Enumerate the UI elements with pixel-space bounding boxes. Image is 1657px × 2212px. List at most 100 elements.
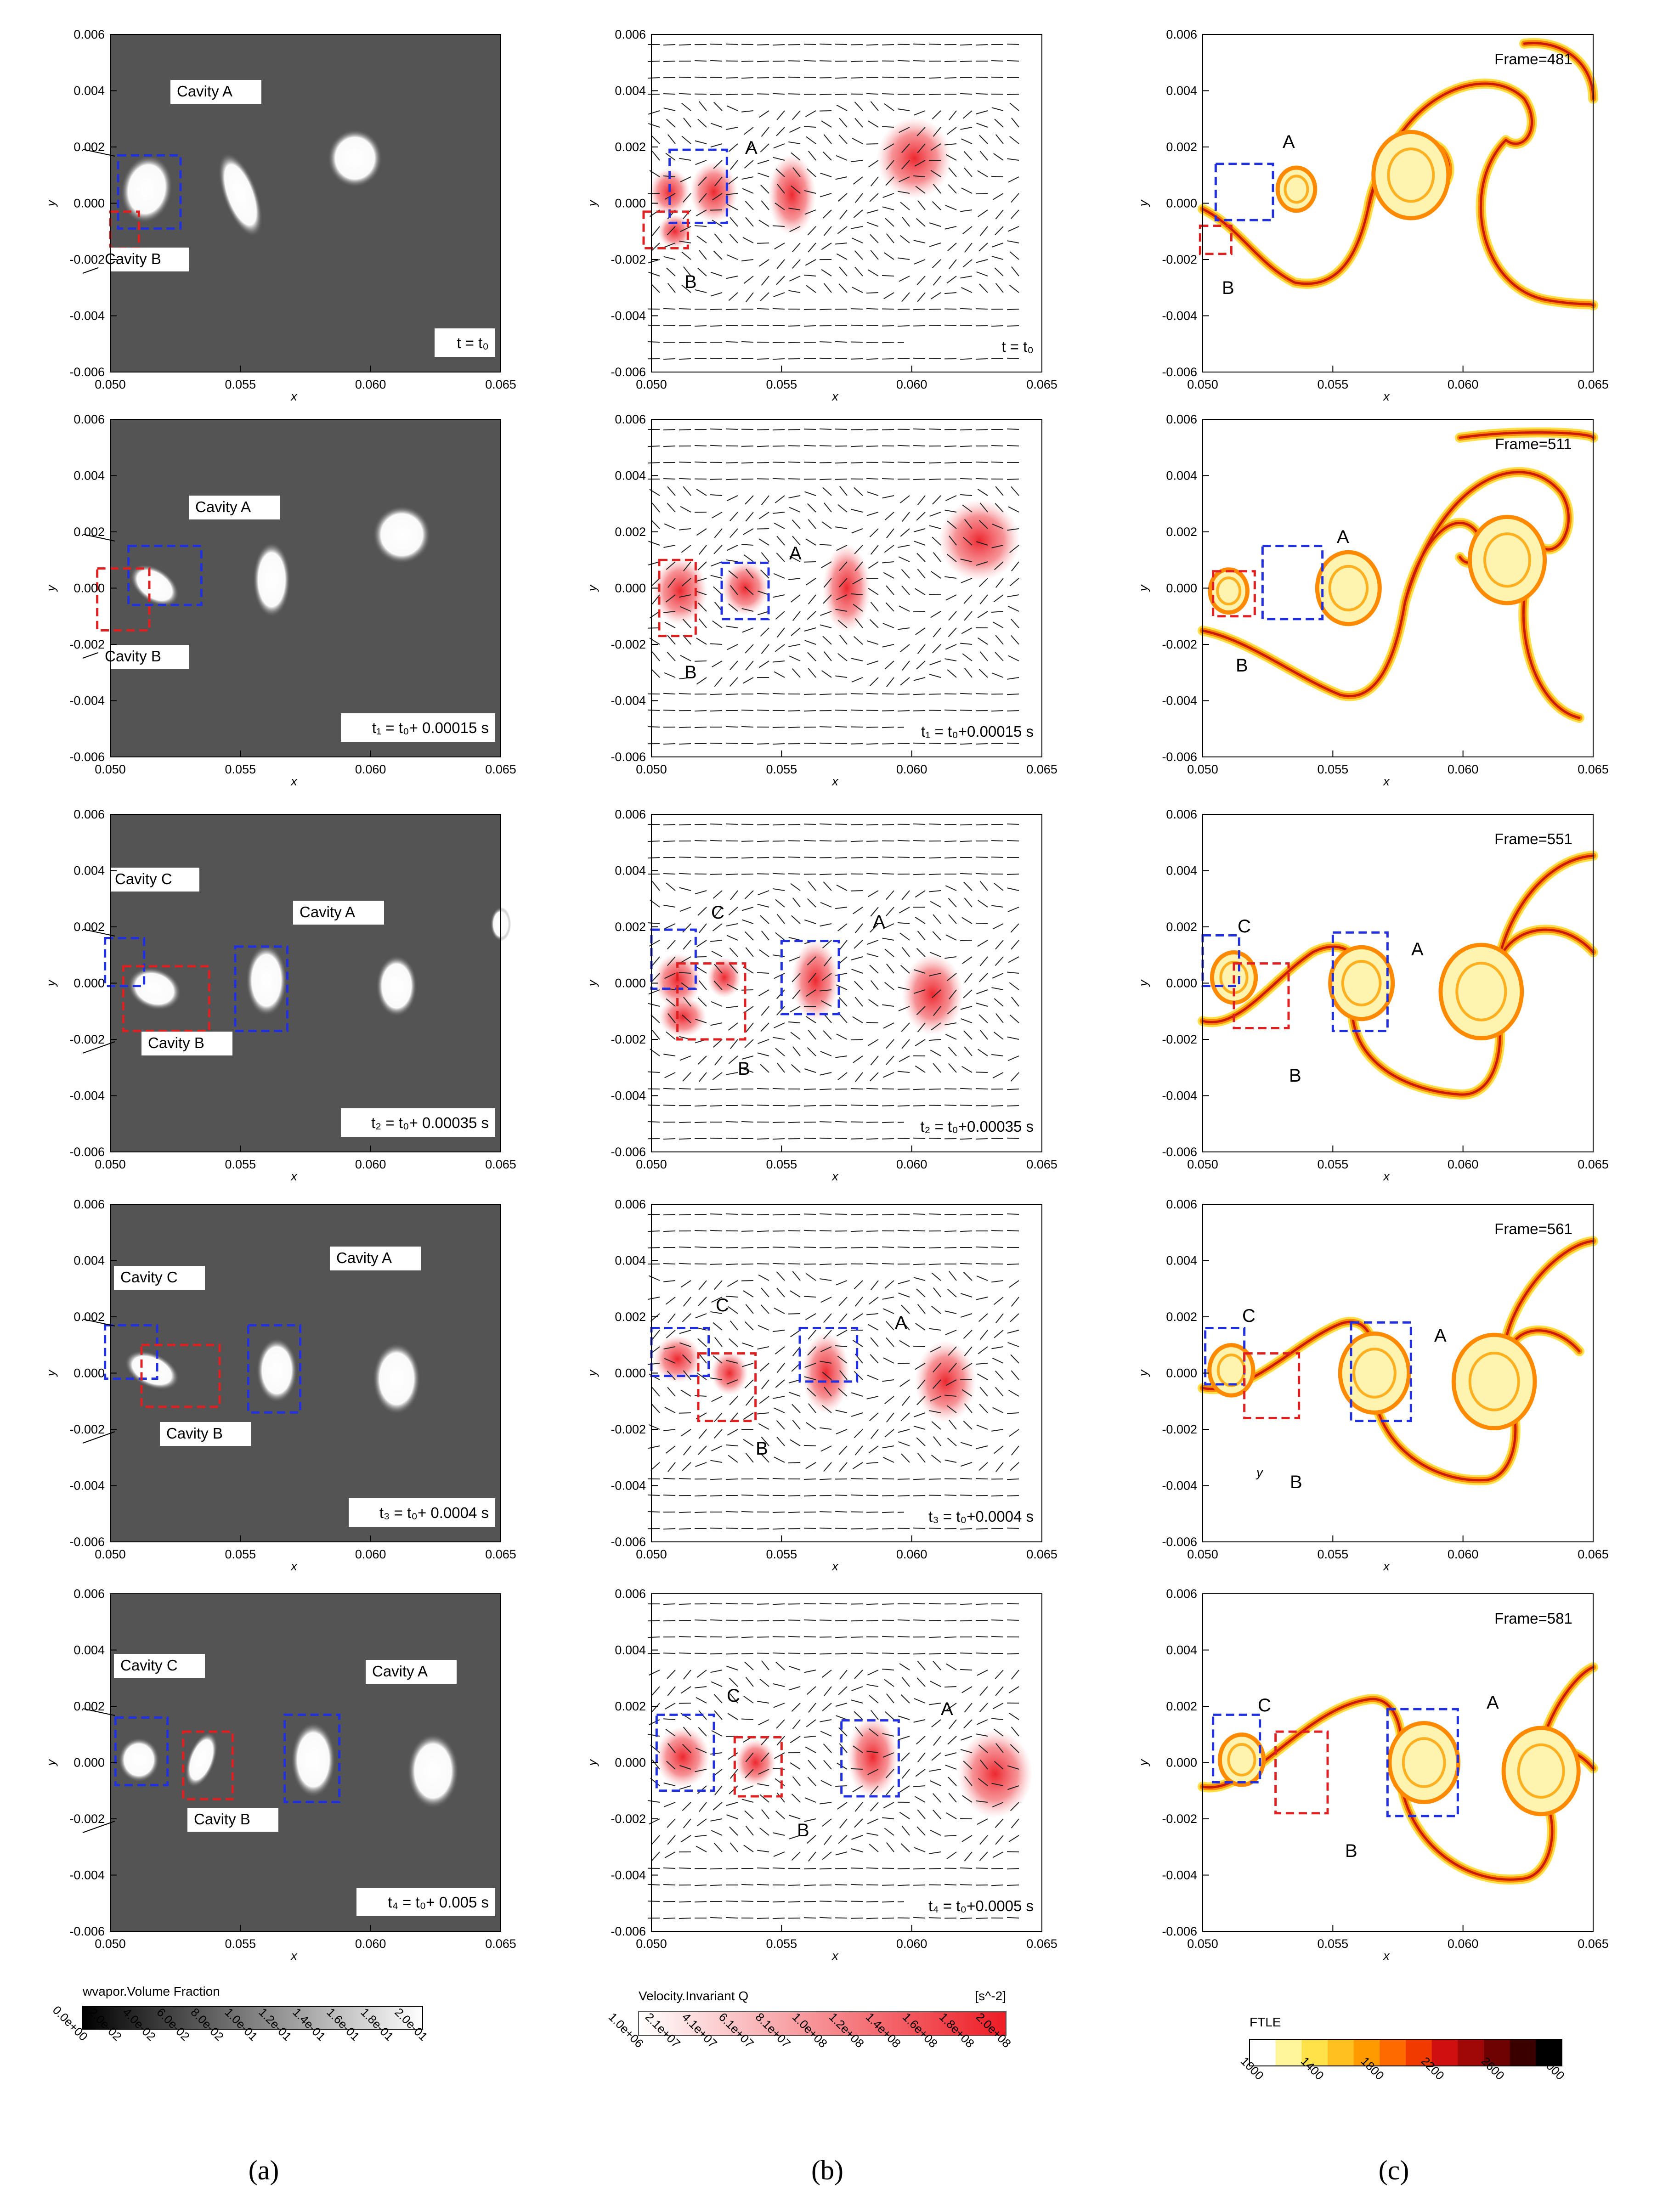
velocity-arrow [882,1072,894,1078]
velocity-arrow [725,357,738,359]
velocity-arrow [679,1342,691,1347]
velocity-arrow [757,1214,769,1215]
velocity-arrow [837,193,848,202]
velocity-arrow [697,118,707,128]
cavity-label-bg [330,1247,421,1270]
velocity-arrow [869,1728,879,1737]
velocity-arrow [977,1670,988,1676]
ftle-ridges [1198,38,1598,310]
velocity-arrow [917,292,926,302]
velocity-arrow [663,1214,676,1216]
velocity-arrow [978,669,988,678]
velocity-arrow [964,973,973,983]
y-tick-label: 0.004 [74,1254,105,1268]
velocity-arrow [1008,176,1019,183]
velocity-arrow [995,226,1004,236]
q-vortex [711,1351,748,1395]
velocity-arrow [962,259,973,268]
velocity-arrow [900,528,910,537]
velocity-arrow [854,266,863,276]
velocity-arrow [948,1346,957,1356]
velocity-arrow [991,545,1004,548]
velocity-arrow [932,931,941,941]
x-axis-label: x [1382,1169,1390,1183]
q-vortex [877,117,952,199]
velocity-arrow [758,1423,769,1430]
velocity-arrow [667,486,676,496]
velocity-arrow [897,309,910,310]
x-tick-label: 0.060 [1448,378,1479,391]
velocity-arrow [979,1703,988,1712]
velocity-arrow [729,677,738,687]
ftle-label: B [1289,1066,1301,1086]
velocity-arrow [948,898,957,908]
velocity-arrow [835,358,848,359]
y-axis-label: y [1137,1759,1150,1766]
velocity-arrow [695,289,707,293]
velocity-arrow [901,1396,910,1406]
y-axis-label: y [585,979,599,987]
velocity-arrow [995,1013,1004,1023]
velocity-arrow [772,342,785,343]
velocity-arrow [790,1032,801,1040]
velocity-arrow [822,940,832,948]
velocity-arrow [680,956,691,963]
y-tick-label: 0.004 [615,1254,646,1268]
ftle-vortex [1467,514,1547,605]
velocity-arrow [884,948,894,957]
velocity-arrow [651,502,660,513]
velocity-arrow [772,429,785,431]
ftle-vortex-inner [1517,1743,1565,1799]
velocity-arrow [745,1396,754,1406]
velocity-arrow [824,1387,832,1397]
velocity-arrow [776,1793,785,1803]
velocity-arrow [666,267,676,276]
x-tick-label: 0.065 [1026,762,1058,776]
velocity-arrow [916,218,926,227]
velocity-arrow [711,950,723,957]
velocity-arrow [995,940,1004,950]
velocity-arrow [948,1363,957,1373]
velocity-arrow [882,727,894,728]
velocity-arrow [960,940,973,942]
velocity-arrow [663,611,676,613]
velocity-arrow [1007,1412,1019,1414]
x-tick-label: 0.055 [1318,1547,1349,1561]
velocity-arrow [870,1055,879,1066]
velocity-arrow [886,677,894,687]
time-label: t₁ = t₀+0.00015 s [921,723,1034,740]
y-axis-label: y [44,199,58,207]
y-tick-label: -0.006 [611,1924,646,1938]
velocity-arrow [835,1620,848,1621]
x-tick-label: 0.060 [355,378,386,391]
velocity-arrow [713,1039,723,1048]
colorbar-frame [1249,2039,1562,2066]
velocity-arrow [898,1736,910,1740]
ftle-box [1212,1713,1261,1783]
velocity-arrow [744,1321,754,1331]
velocity-arrow [964,1403,973,1413]
velocity-arrow [651,1387,660,1397]
velocity-arrow [901,1769,910,1779]
velocity-arrow [897,1636,910,1637]
velocity-arrow [820,923,832,927]
velocity-arrow [1007,1055,1019,1061]
velocity-arrow [884,660,894,670]
velocity-arrow [855,193,863,203]
velocity-arrow [679,1478,691,1479]
colorbar-swatch [1328,2039,1354,2066]
velocity-arrow [1011,486,1019,496]
velocity-arrow [944,1104,957,1106]
velocity-arrow [714,1337,723,1347]
velocity-arrow [850,1104,863,1106]
vapor-cavity [185,1732,218,1788]
velocity-arrow [995,1670,1004,1679]
velocity-arrow [713,1802,723,1811]
velocity-arrow [711,1001,723,1007]
velocity-arrow [960,1442,973,1446]
vortex-box [676,962,746,1041]
velocity-arrow [838,1686,848,1695]
velocity-arrow [870,1429,879,1439]
velocity-arrow [964,1046,973,1056]
velocity-arrow [805,538,816,546]
